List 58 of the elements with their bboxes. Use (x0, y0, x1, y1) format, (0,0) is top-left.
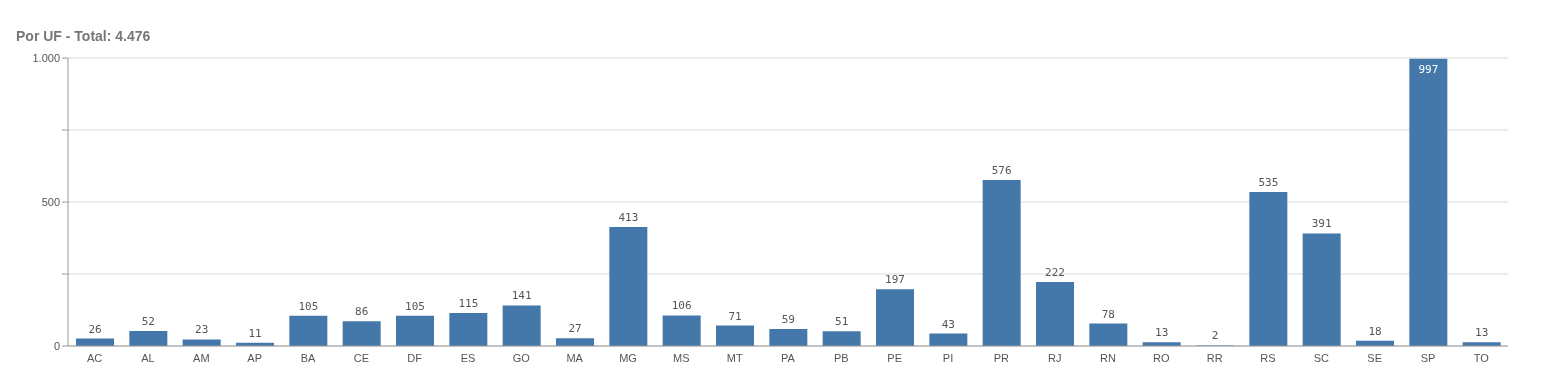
y-tick-label: 1.000 (32, 51, 60, 64)
x-tick-label: AC (87, 351, 103, 364)
x-tick-label: AP (247, 351, 263, 364)
data-label: 413 (618, 211, 639, 225)
x-tick-label: GO (512, 351, 531, 364)
data-label: 23 (195, 323, 209, 337)
x-tick-label: SE (1367, 351, 1383, 364)
data-label: 222 (1045, 266, 1065, 280)
x-tick-label: RO (1153, 351, 1171, 364)
data-label: 18 (1368, 324, 1382, 338)
x-tick-label: BA (300, 351, 316, 364)
x-tick-label: PI (942, 351, 954, 364)
x-tick-label: PE (887, 351, 903, 364)
data-label: 52 (141, 315, 155, 329)
data-label: 27 (568, 322, 582, 336)
x-tick-label: SP (1420, 351, 1436, 364)
data-label: 535 (1258, 175, 1279, 189)
x-tick-label: DF (407, 351, 423, 364)
data-label: 2 (1211, 329, 1219, 343)
chart-title: Por UF - Total: 4.476 (15, 27, 152, 46)
y-tick-label: 500 (41, 195, 60, 208)
data-label: 13 (1475, 326, 1489, 340)
data-label: 86 (355, 305, 369, 319)
data-label: 59 (781, 313, 795, 327)
x-tick-label: RR (1206, 351, 1223, 364)
data-label: 26 (88, 322, 102, 336)
x-tick-label: MA (566, 351, 584, 364)
x-tick-label: PR (993, 351, 1010, 364)
x-tick-label: RJ (1047, 351, 1062, 364)
data-label: 197 (885, 273, 905, 287)
data-label: 106 (671, 299, 692, 313)
x-tick-label: MS (673, 351, 690, 364)
x-tick-label: PA (781, 351, 796, 364)
y-tick-label: 0 (53, 339, 60, 352)
data-label: 43 (941, 317, 955, 331)
x-tick-label: ES (460, 351, 476, 364)
data-label: 51 (835, 315, 849, 329)
x-tick-label: TO (1473, 351, 1490, 364)
x-tick-label: PB (833, 351, 849, 364)
x-tick-label: RS (1260, 351, 1276, 364)
x-tick-label: SC (1313, 351, 1330, 364)
x-tick-label: RN (1100, 351, 1116, 364)
data-label: 105 (298, 299, 319, 313)
data-label: 391 (1311, 217, 1332, 231)
data-label: 13 (1155, 326, 1169, 340)
data-label: 78 (1101, 307, 1115, 321)
data-label: 997 (1418, 62, 1439, 76)
x-tick-label: AM (193, 351, 210, 364)
x-tick-label: MG (619, 351, 637, 364)
x-tick-label: MT (726, 351, 743, 364)
data-label: 141 (511, 289, 532, 303)
x-tick-label: CE (353, 351, 369, 364)
data-label: 105 (405, 299, 425, 313)
data-label: 576 (991, 164, 1012, 178)
data-label: 115 (458, 296, 479, 310)
data-label: 11 (248, 326, 262, 340)
x-tick-label: AL (141, 351, 155, 364)
data-label: 71 (728, 309, 742, 323)
